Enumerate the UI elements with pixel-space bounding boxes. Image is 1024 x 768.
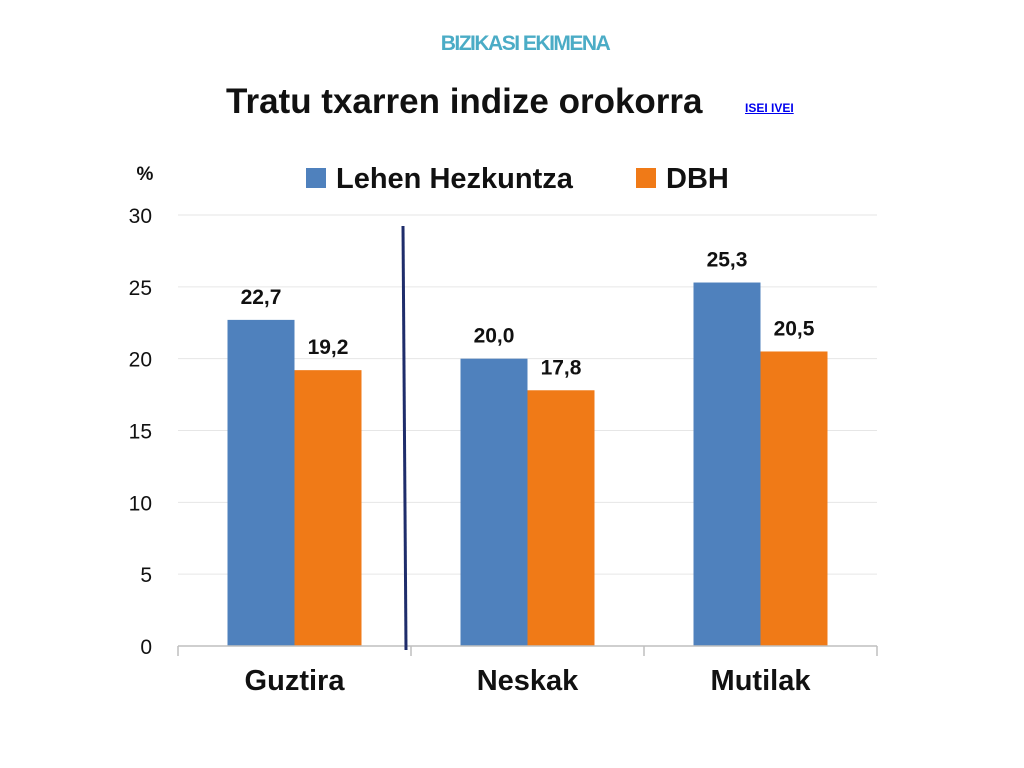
category-divider-line — [401, 225, 408, 651]
bar-series2 — [760, 351, 828, 646]
legend-swatch — [306, 168, 326, 188]
y-axis-label: % — [137, 164, 154, 185]
y-tick-label: 25 — [129, 277, 152, 300]
legend-label: Lehen Hezkuntza — [336, 163, 574, 195]
x-category-label: Mutilak — [711, 665, 812, 697]
data-label: 19,2 — [308, 336, 349, 359]
x-category-label: Guztira — [245, 665, 346, 697]
legend: Lehen Hezkuntza DBH — [306, 163, 729, 195]
y-tick-label: 15 — [129, 421, 152, 444]
y-tick-label: 0 — [140, 636, 152, 659]
x-category-label: Neskak — [477, 665, 579, 697]
bar-series1 — [227, 319, 295, 646]
data-label: 25,3 — [707, 249, 748, 272]
bar-series2 — [527, 390, 595, 646]
data-label: 20,5 — [774, 317, 815, 340]
bar-series1 — [693, 282, 761, 646]
y-tick-label: 10 — [129, 492, 152, 515]
data-labels: 22,7 19,2 20,0 17,8 25,3 20,5 — [241, 249, 815, 380]
axes: 0 5 10 15 20 25 30% Guztira Neskak Mutilak — [129, 164, 878, 697]
chart-title: Tratu txarren indize orokorra — [226, 82, 703, 121]
data-label: 22,7 — [241, 286, 282, 309]
y-tick-label: 30 — [129, 205, 152, 228]
y-tick-label: 5 — [140, 564, 152, 587]
data-label: 17,8 — [541, 356, 582, 379]
legend-label: DBH — [666, 163, 729, 195]
bar-series2 — [294, 370, 362, 646]
legend-swatch — [636, 168, 656, 188]
data-label: 20,0 — [474, 325, 515, 348]
isei-ivei-link[interactable]: ISEI IVEI — [745, 101, 794, 115]
bar-series1 — [460, 358, 528, 646]
bars — [227, 282, 828, 646]
slide-header: BIZIKASI EKIMENA — [440, 32, 611, 55]
y-tick-label: 20 — [129, 349, 152, 372]
